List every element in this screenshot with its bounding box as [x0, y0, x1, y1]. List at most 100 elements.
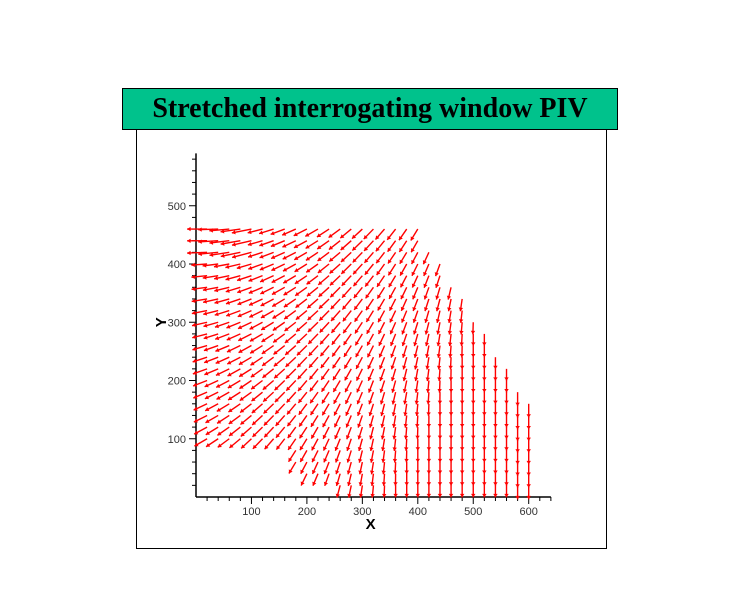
vector-head	[526, 414, 531, 418]
vector-head	[317, 257, 322, 261]
vector-head	[345, 399, 350, 404]
vector-head	[448, 377, 454, 381]
vector-head	[493, 447, 498, 451]
vector-head	[232, 254, 237, 259]
flow-vector	[402, 368, 408, 382]
flow-vector	[504, 485, 509, 498]
vector-head	[390, 365, 395, 370]
flow-vector	[225, 309, 241, 317]
flow-vector	[191, 286, 208, 292]
flow-vector	[389, 321, 397, 335]
flow-vector	[471, 403, 476, 416]
flow-vector	[285, 356, 297, 368]
flow-vector	[414, 403, 420, 417]
vector-head	[448, 400, 454, 405]
vector-head	[309, 375, 314, 380]
flow-vector	[504, 392, 509, 405]
flow-vector	[346, 450, 352, 463]
flow-vector	[249, 344, 263, 354]
flow-vector	[356, 380, 363, 393]
flow-vector	[202, 274, 219, 280]
vector-head	[251, 397, 256, 402]
vector-head	[413, 353, 418, 358]
flow-vector	[368, 403, 375, 417]
vector-head	[459, 365, 465, 370]
vector-head	[437, 458, 443, 463]
flow-vector	[204, 379, 219, 388]
flow-vector	[192, 333, 208, 339]
flow-vector	[299, 438, 308, 451]
vector-head	[504, 470, 509, 475]
vector-head	[448, 470, 454, 475]
vector-head	[482, 412, 487, 416]
vector-head	[260, 314, 266, 319]
flow-vector	[217, 438, 230, 448]
flow-vector	[342, 321, 352, 334]
flow-vector	[422, 252, 430, 265]
vector-head	[504, 458, 509, 463]
flow-vector	[393, 462, 398, 475]
vector-head	[515, 437, 520, 442]
flow-vector	[446, 287, 452, 300]
vector-head	[225, 276, 230, 281]
flow-vector	[261, 344, 275, 355]
flow-vector	[398, 228, 408, 241]
flow-vector	[399, 251, 408, 265]
flow-vector	[308, 368, 319, 380]
vector-head	[367, 353, 372, 358]
vector-head	[334, 423, 339, 428]
vector-head	[333, 399, 338, 404]
vector-head	[251, 409, 256, 414]
vector-head	[459, 435, 465, 440]
vector-head	[493, 458, 498, 463]
vector-head	[344, 388, 349, 393]
vector-head	[388, 259, 392, 264]
vector-head	[343, 352, 348, 357]
vector-head	[448, 389, 454, 393]
vector-head	[273, 338, 278, 343]
vector-head	[390, 341, 395, 346]
flow-vector	[198, 239, 219, 244]
flow-vector	[320, 356, 330, 369]
flow-vector	[329, 275, 341, 286]
flow-vector	[191, 309, 208, 316]
flow-vector	[459, 357, 465, 370]
flow-vector	[390, 345, 397, 358]
flow-vector	[333, 391, 341, 405]
flow-vector	[273, 345, 286, 355]
vector-head	[226, 348, 232, 353]
vector-head	[393, 493, 398, 498]
flow-vector	[386, 228, 397, 241]
flow-vector	[220, 228, 241, 234]
flow-vector	[415, 473, 420, 486]
flow-vector	[380, 426, 386, 440]
flow-vector	[319, 345, 330, 357]
flow-vector	[423, 287, 430, 300]
vector-head	[448, 412, 454, 416]
vector-head	[295, 291, 300, 296]
vector-head	[426, 412, 431, 416]
vector-head	[342, 317, 347, 322]
flow-vector	[328, 240, 341, 251]
vector-head	[471, 493, 476, 498]
vector-head	[273, 362, 278, 367]
vector-head	[471, 470, 476, 475]
flow-vector	[248, 263, 263, 270]
flow-vector	[424, 333, 430, 347]
flow-vector	[358, 450, 364, 463]
vector-head	[209, 240, 214, 245]
flow-vector	[423, 298, 430, 312]
vector-head	[447, 330, 453, 335]
flow-vector	[225, 286, 241, 293]
vector-head	[320, 340, 324, 345]
flow-vector	[239, 414, 252, 426]
vector-head	[471, 377, 476, 381]
flow-vector	[345, 415, 352, 428]
flow-vector	[458, 298, 464, 312]
vector-head	[293, 244, 299, 249]
vector-head	[193, 394, 198, 399]
flow-vector	[402, 392, 408, 405]
flow-vector	[471, 427, 476, 440]
flow-vector	[459, 485, 465, 498]
vector-head	[270, 243, 275, 248]
